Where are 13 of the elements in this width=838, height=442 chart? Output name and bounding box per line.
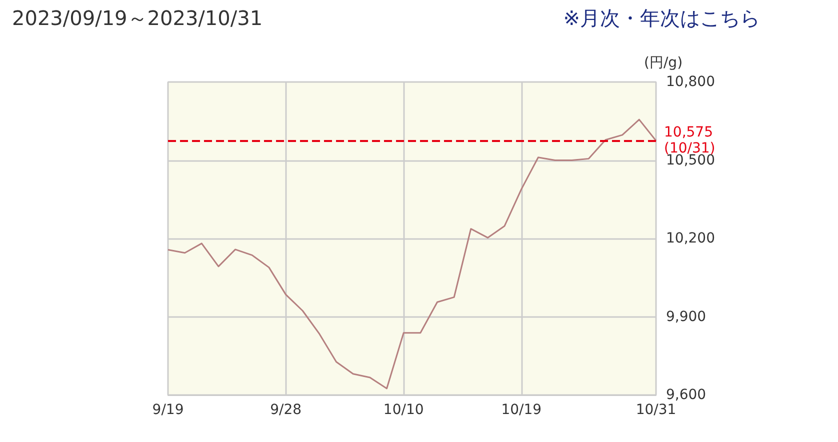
y-axis-title: (円/g) [644,55,683,71]
text: ※月次・年次はこちら [563,6,760,30]
x-tick-label: 9/28 [270,402,302,418]
y-tick-label: 9,600 [666,387,706,403]
line-series [167,118,657,390]
x-tick-label: 10/31 [636,402,676,418]
x-tick-label: 9/19 [152,402,184,418]
y-tick-label: 9,900 [666,308,706,325]
y-tick-label: 10,200 [666,230,715,246]
chart-title: 2023/09/19～2023/10/31 [12,6,263,30]
x-tick-label: 10/19 [501,402,542,418]
y-tick-label: 10,800 [666,74,715,90]
x-tick-label: 10/10 [383,402,424,418]
